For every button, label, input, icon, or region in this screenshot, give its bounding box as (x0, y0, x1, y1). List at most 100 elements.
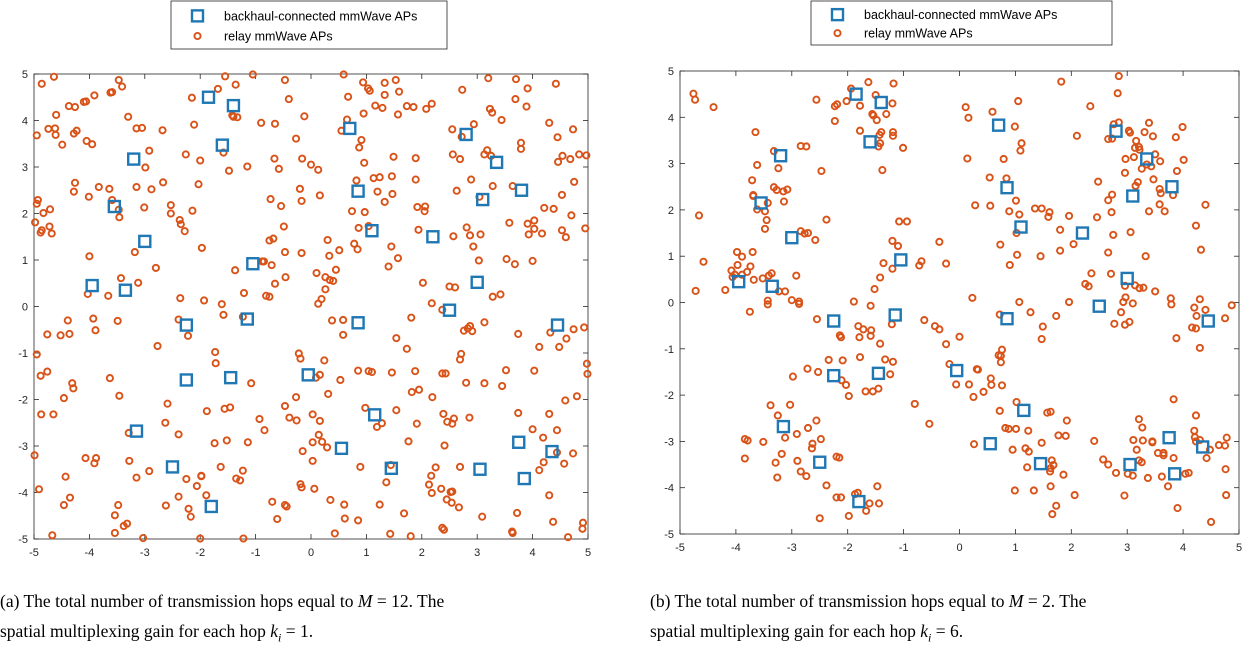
x-tick-label-b: 0 (956, 542, 962, 554)
relay-point-b (868, 387, 877, 396)
relay-point-a (511, 75, 521, 84)
relay-point-b (988, 107, 997, 116)
relay-point-a (51, 124, 60, 133)
relay-point-a (448, 419, 457, 428)
relay-point-b (865, 499, 874, 508)
relay-point-b (1010, 486, 1019, 495)
relay-point-b (740, 454, 749, 463)
relay-point-b (1207, 517, 1216, 527)
relay-point-a (360, 208, 369, 217)
relay-point-b (1092, 213, 1102, 222)
backhaul-point-a (368, 408, 382, 422)
relay-point-b (1099, 455, 1108, 464)
relay-point-a (158, 126, 167, 135)
relay-point-b (1104, 248, 1113, 257)
relay-point-a (469, 120, 478, 129)
relay-point-a (90, 91, 99, 100)
relay-point-a (371, 101, 380, 110)
relay-point-a (535, 466, 544, 475)
backhaul-point-a (470, 275, 484, 290)
relay-point-a (116, 274, 126, 283)
relay-point-b (745, 307, 754, 316)
relay-point-b (973, 365, 982, 374)
relay-point-a (255, 414, 264, 424)
relay-point-a (46, 205, 55, 214)
relay-point-b (987, 380, 996, 389)
relay-point-b (1214, 441, 1223, 450)
relay-point-a (523, 84, 532, 93)
relay-point-a (438, 305, 447, 314)
relay-point-b (832, 452, 841, 461)
relay-point-b (902, 217, 912, 226)
relay-point-b (968, 293, 977, 302)
backhaul-point-a (517, 471, 531, 486)
relay-point-a (124, 112, 133, 121)
relay-point-b (1202, 454, 1211, 463)
relay-point-b (1131, 181, 1140, 190)
relay-point-a (320, 356, 329, 365)
caption-b-var-m: M (1008, 591, 1024, 611)
relay-point-a (145, 146, 154, 155)
relay-point-b (969, 392, 978, 402)
relay-point-a (213, 84, 222, 93)
relay-point-b (1205, 445, 1214, 454)
relay-point-a (516, 144, 526, 153)
backhaul-point-a (459, 127, 473, 142)
relay-point-b (1191, 324, 1201, 333)
plot-area-a (33, 73, 589, 540)
relay-point-b (781, 433, 790, 442)
relay-point-a (413, 202, 422, 212)
relay-point-a (183, 331, 193, 340)
relay-point-a (291, 134, 301, 143)
relay-point-a (110, 528, 119, 538)
relay-point-b (1046, 482, 1055, 491)
relay-point-a (89, 314, 98, 323)
relay-point-b (1072, 131, 1081, 140)
backhaul-point-a (442, 303, 457, 317)
relay-point-b (1148, 437, 1157, 446)
relay-point-b (1144, 118, 1154, 127)
relay-point-a (462, 223, 471, 232)
x-tick-label-b: -3 (787, 542, 797, 554)
relay-point-a (523, 219, 532, 228)
relay-point-b (1187, 323, 1197, 332)
relay-point-a (217, 300, 226, 309)
relay-point-a (496, 290, 505, 299)
relay-point-a (404, 437, 413, 446)
relay-point-a (545, 491, 554, 500)
backhaul-point-b (991, 118, 1006, 132)
relay-point-a (297, 483, 306, 492)
relay-point-a (175, 215, 184, 225)
relay-point-b (732, 247, 742, 257)
relay-point-a (298, 154, 307, 163)
relay-point-b (1008, 445, 1017, 454)
legend-box-a (170, 0, 448, 50)
relay-point-b (709, 103, 718, 112)
relay-point-a (386, 529, 395, 538)
backhaul-point-b (1162, 430, 1176, 445)
relay-point-a (455, 462, 465, 471)
relay-point-a (367, 368, 376, 377)
relay-point-b (762, 216, 771, 225)
relay-point-a (389, 152, 398, 161)
relay-point-a (315, 370, 324, 379)
relay-point-a (48, 531, 57, 540)
relay-point-a (354, 366, 363, 375)
relay-point-a (412, 419, 421, 428)
relay-point-a (197, 243, 206, 252)
relay-point-a (359, 78, 368, 87)
relay-point-b (748, 176, 757, 185)
relay-point-b (795, 297, 804, 306)
relay-point-b (1160, 207, 1169, 216)
relay-point-a (375, 500, 384, 509)
relay-point-a (569, 325, 578, 334)
backhaul-point-b (1195, 440, 1210, 454)
relay-point-b (1013, 250, 1022, 259)
relay-point-a (561, 233, 570, 242)
relay-point-a (439, 525, 449, 534)
relay-point-a (247, 379, 256, 388)
relay-point-a (110, 511, 119, 520)
relay-point-b (760, 224, 770, 233)
backhaul-point-a (223, 370, 238, 385)
relay-point-b (872, 116, 881, 125)
